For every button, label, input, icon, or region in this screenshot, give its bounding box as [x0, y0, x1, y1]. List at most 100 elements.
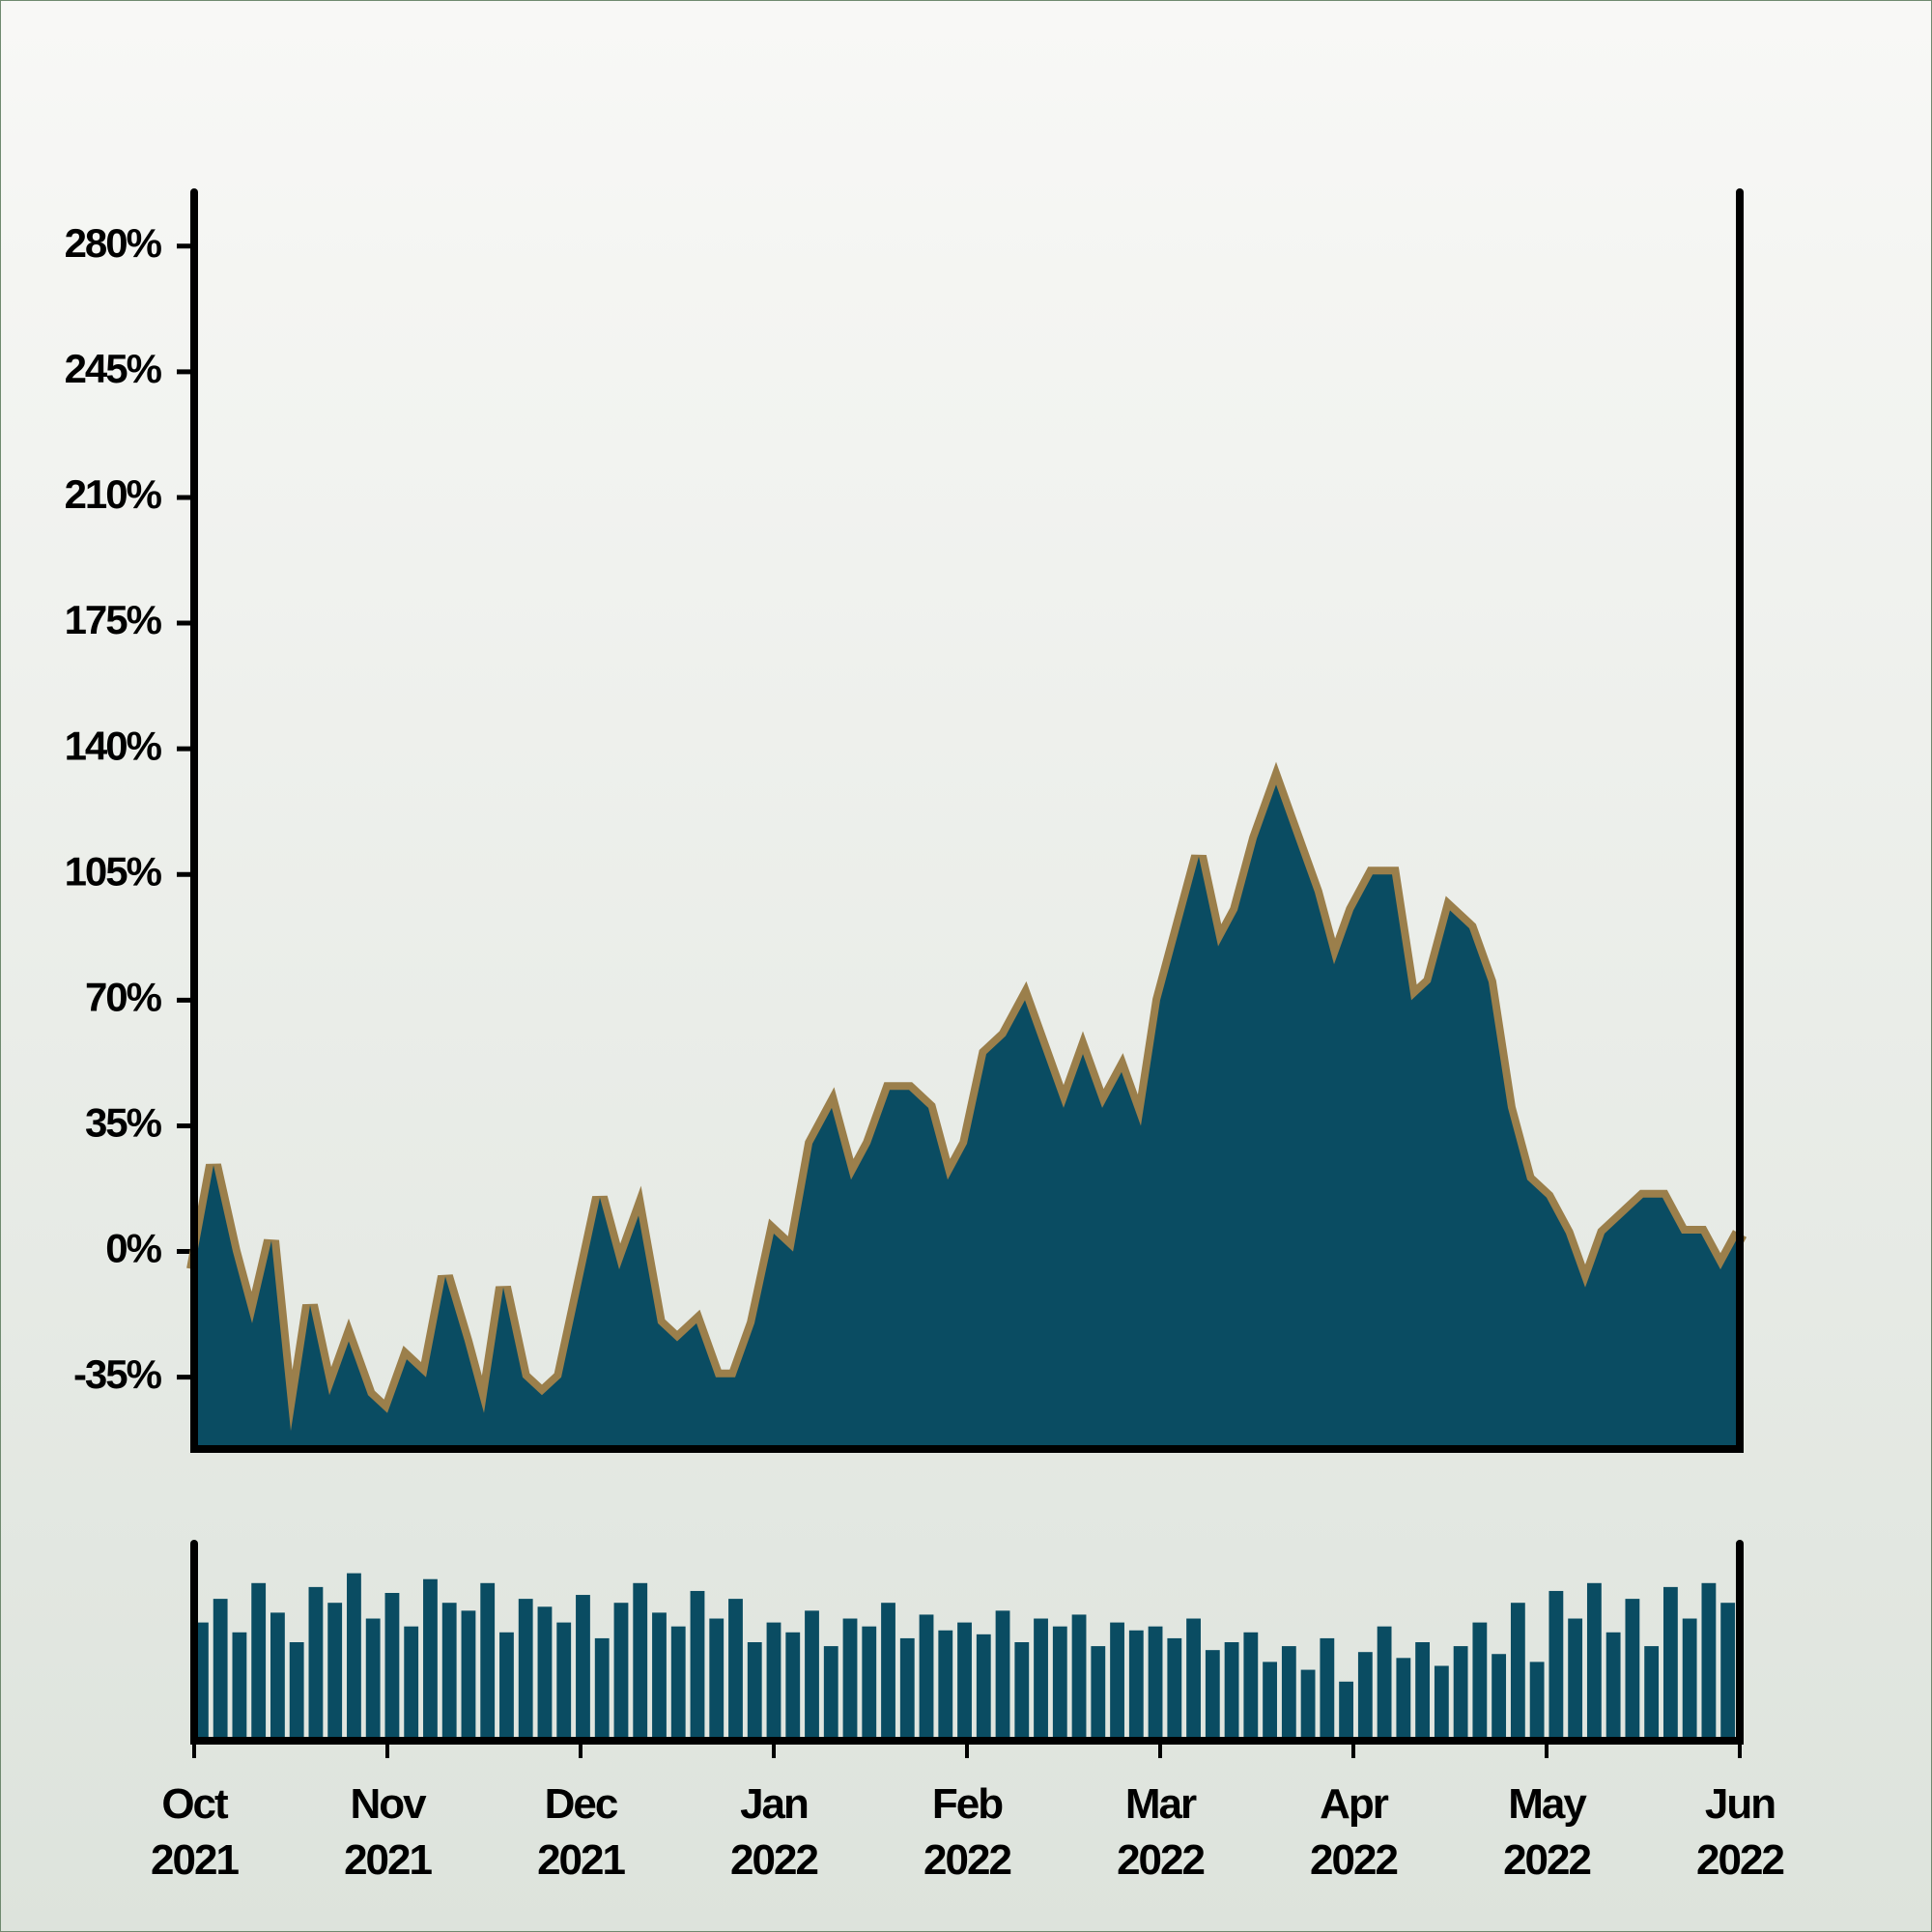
- volume-bar: [499, 1632, 514, 1741]
- volume-bar: [1568, 1618, 1583, 1741]
- x-tick-label: Dec 2021: [537, 1780, 626, 1884]
- volume-bar: [862, 1626, 877, 1741]
- x-tick-label: Mar 2022: [1117, 1780, 1206, 1884]
- volume-bar: [976, 1634, 991, 1741]
- volume-bar: [690, 1590, 705, 1741]
- volume-bar: [1586, 1582, 1602, 1741]
- volume-bar: [461, 1610, 476, 1741]
- volume-bar: [308, 1586, 324, 1741]
- volume-bar: [289, 1642, 304, 1741]
- volume-bar: [213, 1599, 228, 1741]
- volume-bar: [995, 1610, 1010, 1741]
- volume-bar: [1396, 1658, 1411, 1741]
- volume-bar: [1453, 1646, 1468, 1741]
- x-tick-label: Feb 2022: [923, 1780, 1012, 1884]
- volume-bar: [613, 1603, 629, 1741]
- volume-bar: [576, 1595, 590, 1741]
- volume-bar: [537, 1606, 553, 1741]
- volume-bar: [805, 1610, 819, 1741]
- volume-bar: [1300, 1669, 1316, 1741]
- volume-bar: [1052, 1626, 1067, 1741]
- volume-bar: [1510, 1603, 1525, 1741]
- volume-bar: [1625, 1599, 1640, 1741]
- volume-bar: [1281, 1646, 1296, 1741]
- x-tick-label: Oct 2021: [151, 1780, 240, 1884]
- y-tick-label: 245%: [65, 346, 162, 391]
- volume-bar: [842, 1618, 858, 1741]
- volume-bar: [1243, 1632, 1259, 1741]
- y-tick-label: 140%: [65, 723, 162, 768]
- volume-bar: [1014, 1642, 1030, 1741]
- volume-bar: [1548, 1590, 1564, 1741]
- volume-bar: [1167, 1637, 1182, 1741]
- volume-bar: [938, 1630, 953, 1741]
- volume-bar: [728, 1599, 743, 1741]
- y-tick-label: 210%: [65, 471, 162, 517]
- y-tick-label: 70%: [85, 974, 162, 1019]
- volume-bar: [1263, 1662, 1277, 1741]
- volume-bar: [518, 1599, 533, 1741]
- volume-bar: [1110, 1622, 1124, 1741]
- y-tick-label: 0%: [105, 1226, 161, 1271]
- volume-bar: [1071, 1614, 1087, 1741]
- y-tick-label: 105%: [65, 848, 162, 894]
- volume-bar: [556, 1622, 572, 1741]
- volume-bar: [251, 1582, 267, 1741]
- x-tick-label: May 2022: [1503, 1780, 1592, 1884]
- volume-bar: [1492, 1654, 1507, 1741]
- volume-bar: [327, 1603, 343, 1741]
- volume-bar: [823, 1646, 838, 1741]
- volume-bar: [957, 1622, 972, 1741]
- volume-bar: [1091, 1646, 1106, 1741]
- volume-bar: [1529, 1662, 1545, 1741]
- volume-bar: [384, 1593, 400, 1741]
- volume-bar: [652, 1612, 667, 1741]
- x-tick-label: Jun 2022: [1696, 1780, 1785, 1884]
- volume-bar: [365, 1618, 381, 1741]
- volume-bar: [1148, 1626, 1163, 1741]
- volume-bar: [1339, 1681, 1353, 1741]
- volume-bar: [1682, 1618, 1697, 1741]
- volume-bar: [670, 1626, 686, 1741]
- volume-bar: [785, 1632, 801, 1741]
- volume-bar: [404, 1626, 419, 1741]
- volume-bar: [1434, 1665, 1449, 1741]
- volume-bar: [1128, 1630, 1144, 1741]
- volume-bar: [1720, 1603, 1736, 1741]
- volume-bar: [1644, 1646, 1660, 1741]
- volume-bar: [1034, 1618, 1048, 1741]
- volume-bar: [232, 1632, 247, 1741]
- area: [194, 784, 1740, 1449]
- volume-bar: [899, 1637, 915, 1741]
- volume-bar: [709, 1618, 724, 1741]
- volume-bar: [1415, 1642, 1431, 1741]
- x-tick-label: Jan 2022: [730, 1780, 819, 1884]
- x-tick-label: Apr 2022: [1310, 1780, 1399, 1884]
- volume-bar: [480, 1582, 496, 1741]
- volume-bar: [1472, 1622, 1488, 1741]
- volume-bar: [1186, 1618, 1201, 1741]
- volume-bar: [1357, 1652, 1373, 1741]
- x-tick-label: Nov 2021: [344, 1780, 433, 1884]
- volume-bar: [1377, 1626, 1392, 1741]
- volume-bar: [919, 1614, 934, 1741]
- volume-bar: [347, 1573, 361, 1741]
- volume-bar: [1662, 1586, 1678, 1741]
- volume-bar: [441, 1603, 457, 1741]
- volume-bar: [270, 1612, 285, 1741]
- volume-bar: [747, 1642, 762, 1741]
- volume-bar: [423, 1578, 438, 1741]
- volume-bar: [1205, 1650, 1220, 1741]
- volume-bar: [881, 1603, 895, 1741]
- volume-bar: [766, 1622, 781, 1741]
- volume-bar: [1320, 1637, 1335, 1741]
- volume-bar: [1701, 1582, 1717, 1741]
- y-tick-label: 280%: [65, 220, 162, 266]
- y-tick-label: 35%: [85, 1100, 162, 1146]
- y-tick-label: 175%: [65, 597, 162, 642]
- y-tick-label: -35%: [73, 1351, 162, 1397]
- volume-bar: [633, 1582, 648, 1741]
- volume-bar: [1224, 1642, 1239, 1741]
